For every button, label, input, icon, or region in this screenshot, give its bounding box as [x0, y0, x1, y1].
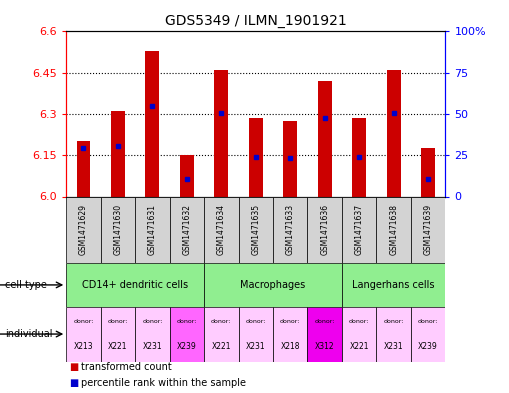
- Text: GSM1471635: GSM1471635: [251, 204, 260, 255]
- Text: donor:: donor:: [177, 319, 197, 324]
- Text: Langerhans cells: Langerhans cells: [352, 280, 435, 290]
- Bar: [377, 196, 411, 263]
- Text: GSM1471636: GSM1471636: [320, 204, 329, 255]
- Text: donor:: donor:: [73, 319, 94, 324]
- Bar: [352, 118, 366, 196]
- Bar: [204, 307, 239, 362]
- Text: GSM1471631: GSM1471631: [148, 204, 157, 255]
- Text: donor:: donor:: [280, 319, 300, 324]
- Bar: [411, 307, 445, 362]
- Text: X239: X239: [418, 342, 438, 351]
- Bar: [239, 196, 273, 263]
- Bar: [111, 111, 125, 196]
- Bar: [66, 263, 204, 307]
- Text: GSM1471638: GSM1471638: [389, 204, 398, 255]
- Text: transformed count: transformed count: [81, 362, 172, 373]
- Bar: [169, 196, 204, 263]
- Text: X239: X239: [177, 342, 196, 351]
- Bar: [421, 148, 435, 196]
- Bar: [342, 263, 445, 307]
- Text: cell type: cell type: [5, 280, 47, 290]
- Title: GDS5349 / ILMN_1901921: GDS5349 / ILMN_1901921: [165, 14, 347, 28]
- Bar: [101, 307, 135, 362]
- Text: X231: X231: [384, 342, 404, 351]
- Bar: [318, 81, 332, 196]
- Text: ■: ■: [69, 362, 78, 373]
- Bar: [411, 196, 445, 263]
- Text: X312: X312: [315, 342, 334, 351]
- Text: donor:: donor:: [349, 319, 370, 324]
- Bar: [249, 118, 263, 196]
- Text: CD14+ dendritic cells: CD14+ dendritic cells: [82, 280, 188, 290]
- Text: X231: X231: [143, 342, 162, 351]
- Text: donor:: donor:: [245, 319, 266, 324]
- Text: X218: X218: [280, 342, 300, 351]
- Bar: [284, 121, 297, 196]
- Bar: [76, 141, 90, 196]
- Bar: [387, 70, 401, 196]
- Bar: [66, 196, 101, 263]
- Bar: [273, 196, 307, 263]
- Bar: [135, 196, 169, 263]
- Text: percentile rank within the sample: percentile rank within the sample: [81, 378, 246, 388]
- Bar: [66, 307, 101, 362]
- Text: donor:: donor:: [315, 319, 335, 324]
- Bar: [214, 70, 228, 196]
- Text: GSM1471637: GSM1471637: [355, 204, 364, 255]
- Bar: [180, 155, 194, 196]
- Bar: [146, 51, 159, 196]
- Bar: [135, 307, 169, 362]
- Bar: [307, 307, 342, 362]
- Text: X213: X213: [74, 342, 93, 351]
- Text: X221: X221: [350, 342, 369, 351]
- Bar: [204, 263, 342, 307]
- Text: ■: ■: [69, 378, 78, 388]
- Text: donor:: donor:: [108, 319, 128, 324]
- Text: Macrophages: Macrophages: [240, 280, 305, 290]
- Bar: [239, 307, 273, 362]
- Text: GSM1471633: GSM1471633: [286, 204, 295, 255]
- Bar: [342, 196, 377, 263]
- Text: X231: X231: [246, 342, 266, 351]
- Text: GSM1471639: GSM1471639: [423, 204, 433, 255]
- Text: GSM1471634: GSM1471634: [217, 204, 226, 255]
- Bar: [204, 196, 239, 263]
- Text: donor:: donor:: [418, 319, 438, 324]
- Text: donor:: donor:: [383, 319, 404, 324]
- Bar: [101, 196, 135, 263]
- Text: individual: individual: [5, 329, 52, 339]
- Text: X221: X221: [212, 342, 231, 351]
- Bar: [342, 307, 377, 362]
- Bar: [377, 307, 411, 362]
- Bar: [307, 196, 342, 263]
- Text: GSM1471632: GSM1471632: [182, 204, 191, 255]
- Text: donor:: donor:: [142, 319, 162, 324]
- Text: donor:: donor:: [211, 319, 232, 324]
- Text: GSM1471629: GSM1471629: [79, 204, 88, 255]
- Text: X221: X221: [108, 342, 128, 351]
- Bar: [273, 307, 307, 362]
- Bar: [169, 307, 204, 362]
- Text: GSM1471630: GSM1471630: [114, 204, 122, 255]
